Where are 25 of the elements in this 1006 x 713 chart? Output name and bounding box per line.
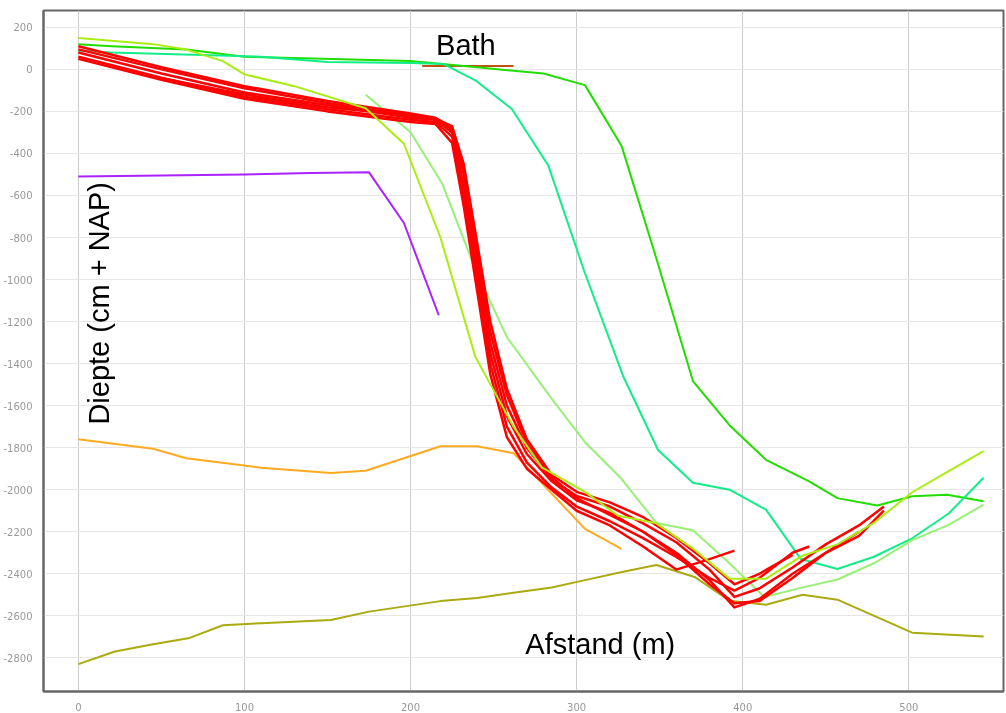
y-tick-label: 200: [13, 22, 33, 34]
y-tick-label: -1600: [3, 400, 33, 412]
y-tick-label: -800: [9, 232, 33, 244]
text: Bath: [436, 28, 496, 61]
x-tick-label: 400: [733, 701, 753, 713]
y-tick-label: -2400: [3, 568, 33, 580]
y-tick-label: -2000: [3, 484, 33, 496]
y-tick-label: -1000: [3, 274, 33, 286]
y-tick-label: -1800: [3, 442, 33, 454]
y-tick-label: -1200: [3, 316, 33, 328]
y-tick-label: -2800: [3, 652, 33, 664]
x-tick-label: 0: [75, 701, 82, 713]
x-tick-label: 500: [899, 701, 919, 713]
x-tick-label: 300: [567, 701, 587, 713]
x-tick-label: 100: [234, 701, 255, 713]
x-axis-title: Afstand (m): [525, 627, 676, 660]
x-tick-label: 200: [401, 701, 421, 713]
y-axis-title: Diepte (cm + NAP): [83, 182, 116, 425]
y-tick-label: -600: [9, 190, 33, 202]
y-tick-label: 0: [26, 64, 33, 76]
y-tick-label: -1400: [3, 358, 33, 370]
y-tick-label: -200: [9, 106, 33, 118]
y-tick-label: -400: [9, 148, 33, 160]
y-tick-label: -2600: [3, 610, 33, 622]
y-tick-label: -2200: [3, 526, 33, 538]
